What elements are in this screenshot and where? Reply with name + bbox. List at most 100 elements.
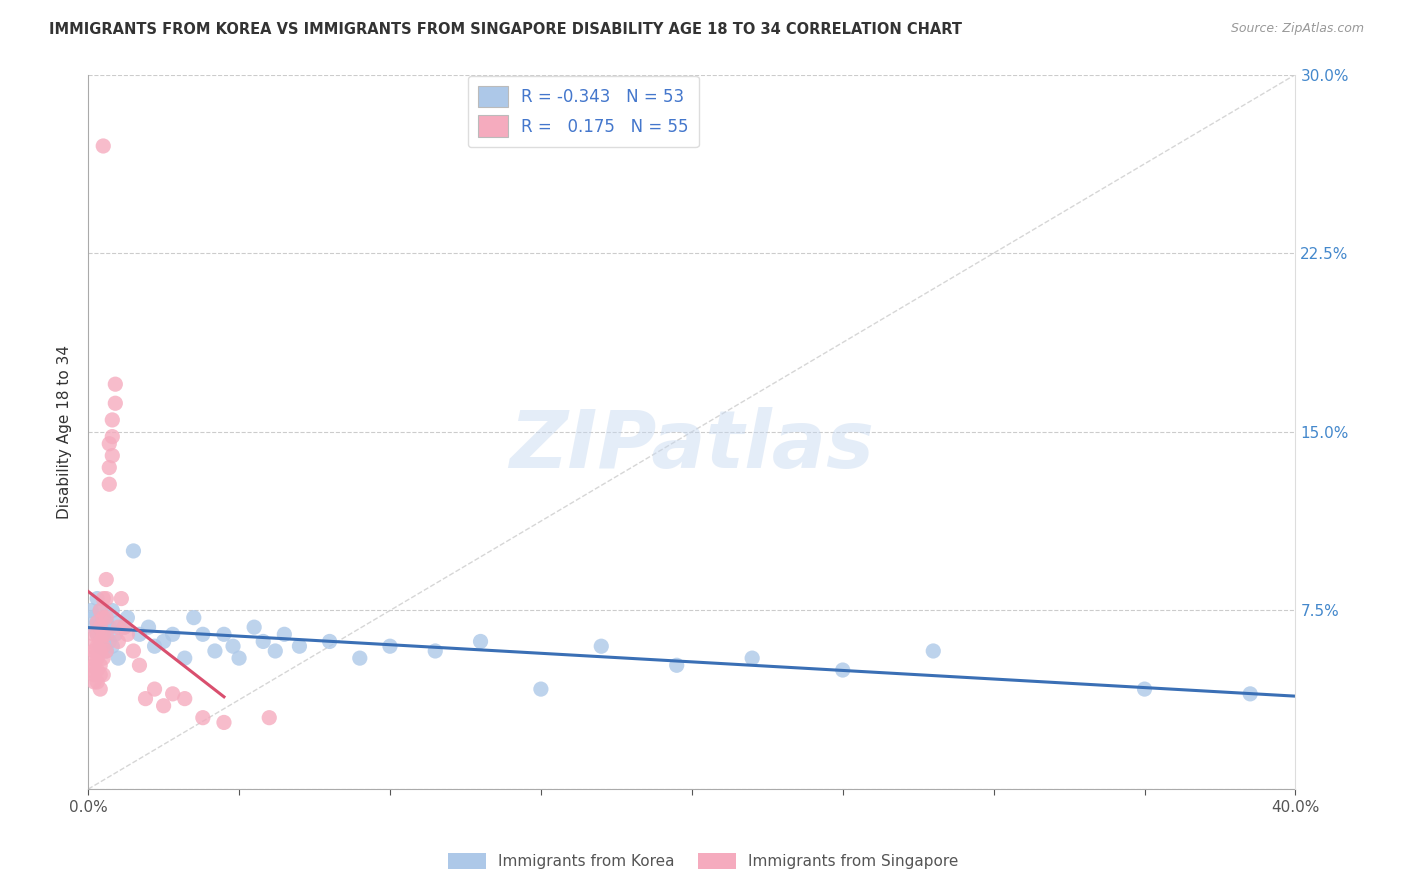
Point bbox=[228, 651, 250, 665]
Point bbox=[264, 644, 287, 658]
Point bbox=[91, 627, 114, 641]
Point bbox=[96, 644, 118, 658]
Point bbox=[86, 615, 108, 630]
Point bbox=[96, 615, 118, 630]
Point bbox=[86, 591, 108, 606]
Point bbox=[98, 477, 121, 491]
Point bbox=[152, 634, 174, 648]
Point bbox=[91, 668, 114, 682]
Point bbox=[288, 639, 311, 653]
Y-axis label: Disability Age 18 to 34: Disability Age 18 to 34 bbox=[58, 345, 72, 519]
Point bbox=[83, 668, 105, 682]
Point bbox=[91, 651, 114, 665]
Text: Source: ZipAtlas.com: Source: ZipAtlas.com bbox=[1230, 22, 1364, 36]
Point bbox=[104, 627, 127, 641]
Point bbox=[96, 610, 118, 624]
Point bbox=[86, 627, 108, 641]
Point bbox=[98, 436, 121, 450]
Point bbox=[128, 658, 150, 673]
Point bbox=[530, 682, 553, 697]
Point bbox=[89, 603, 111, 617]
Point bbox=[91, 139, 114, 153]
Point bbox=[98, 634, 121, 648]
Point bbox=[86, 651, 108, 665]
Legend: Immigrants from Korea, Immigrants from Singapore: Immigrants from Korea, Immigrants from S… bbox=[441, 847, 965, 875]
Point bbox=[831, 663, 853, 677]
Point bbox=[83, 675, 105, 690]
Point bbox=[96, 591, 118, 606]
Point bbox=[107, 620, 129, 634]
Point bbox=[104, 396, 127, 410]
Point bbox=[80, 639, 103, 653]
Point bbox=[91, 639, 114, 653]
Point bbox=[143, 682, 166, 697]
Text: ZIPatlas: ZIPatlas bbox=[509, 407, 875, 485]
Text: IMMIGRANTS FROM KOREA VS IMMIGRANTS FROM SINGAPORE DISABILITY AGE 18 TO 34 CORRE: IMMIGRANTS FROM KOREA VS IMMIGRANTS FROM… bbox=[49, 22, 962, 37]
Point bbox=[89, 668, 111, 682]
Point bbox=[86, 639, 108, 653]
Point bbox=[741, 651, 763, 665]
Point bbox=[80, 603, 103, 617]
Point bbox=[86, 615, 108, 630]
Point bbox=[112, 620, 135, 634]
Point bbox=[89, 658, 111, 673]
Point bbox=[665, 658, 688, 673]
Point bbox=[91, 591, 114, 606]
Point bbox=[96, 644, 118, 658]
Point bbox=[83, 627, 105, 641]
Point bbox=[91, 610, 114, 624]
Point bbox=[243, 620, 266, 634]
Point bbox=[101, 639, 124, 653]
Point bbox=[128, 627, 150, 641]
Point bbox=[86, 663, 108, 677]
Point bbox=[83, 620, 105, 634]
Point bbox=[425, 644, 447, 658]
Point bbox=[89, 603, 111, 617]
Point bbox=[89, 639, 111, 653]
Point bbox=[104, 377, 127, 392]
Point bbox=[101, 429, 124, 443]
Point bbox=[212, 715, 235, 730]
Point bbox=[138, 620, 160, 634]
Point bbox=[204, 644, 226, 658]
Point bbox=[173, 651, 195, 665]
Point bbox=[252, 634, 274, 648]
Point bbox=[1239, 687, 1261, 701]
Point bbox=[86, 627, 108, 641]
Point bbox=[591, 639, 613, 653]
Point bbox=[80, 651, 103, 665]
Point bbox=[80, 663, 103, 677]
Point bbox=[222, 639, 245, 653]
Point bbox=[86, 675, 108, 690]
Point bbox=[89, 682, 111, 697]
Point bbox=[273, 627, 295, 641]
Point bbox=[101, 449, 124, 463]
Point bbox=[162, 687, 184, 701]
Point bbox=[110, 591, 132, 606]
Point bbox=[122, 544, 145, 558]
Point bbox=[191, 627, 214, 641]
Point bbox=[117, 627, 139, 641]
Point bbox=[89, 620, 111, 634]
Point bbox=[122, 644, 145, 658]
Point bbox=[89, 644, 111, 658]
Point bbox=[101, 413, 124, 427]
Point bbox=[91, 627, 114, 641]
Point bbox=[101, 603, 124, 617]
Point bbox=[117, 610, 139, 624]
Point bbox=[98, 620, 121, 634]
Point bbox=[134, 691, 156, 706]
Point bbox=[83, 658, 105, 673]
Point bbox=[470, 634, 492, 648]
Point bbox=[107, 651, 129, 665]
Point bbox=[83, 644, 105, 658]
Point bbox=[89, 620, 111, 634]
Point bbox=[112, 620, 135, 634]
Point bbox=[162, 627, 184, 641]
Point bbox=[107, 634, 129, 648]
Point bbox=[349, 651, 371, 665]
Point bbox=[173, 691, 195, 706]
Point bbox=[922, 644, 945, 658]
Point bbox=[152, 698, 174, 713]
Point bbox=[212, 627, 235, 641]
